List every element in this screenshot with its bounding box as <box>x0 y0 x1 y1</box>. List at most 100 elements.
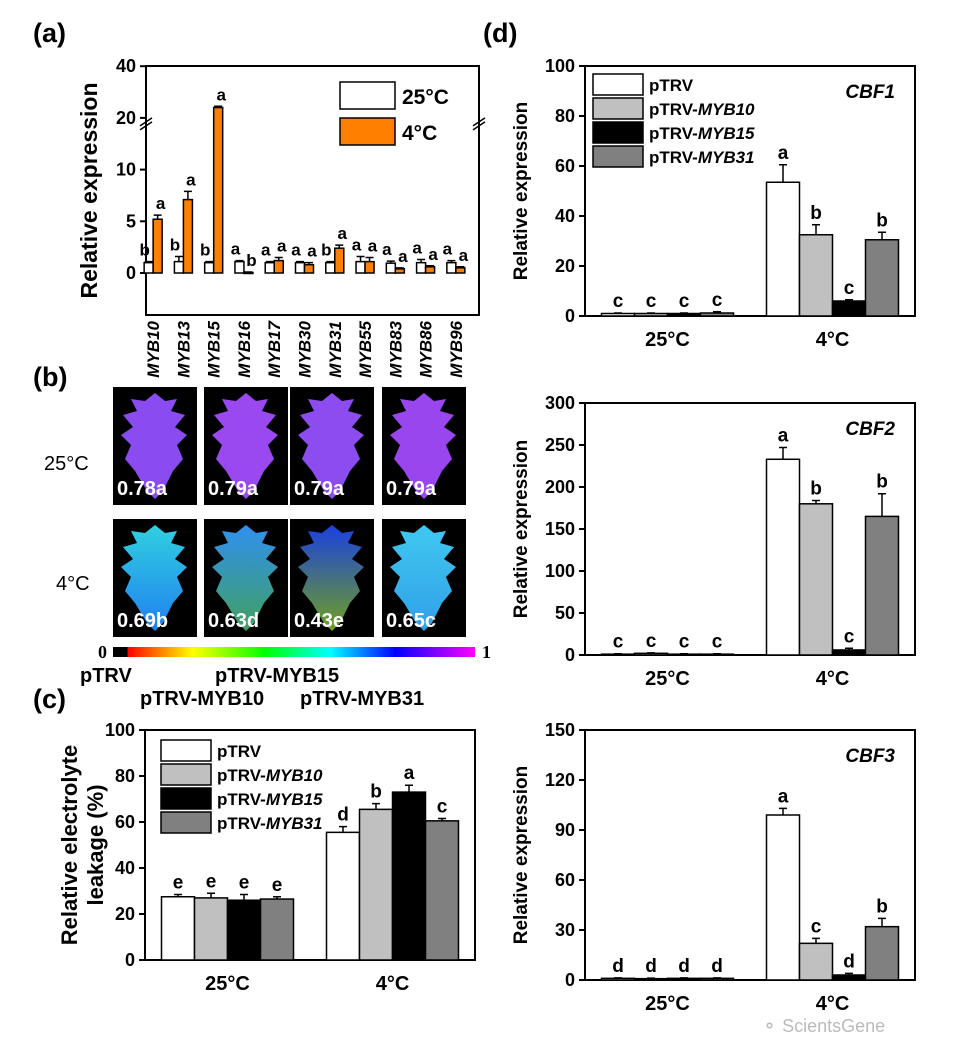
plot-frame <box>584 729 916 981</box>
bar <box>864 239 900 317</box>
error-bar <box>647 312 655 314</box>
significance-letter: b <box>876 896 888 917</box>
significance-letter: a <box>156 194 166 213</box>
x-tick-label: MYB10 <box>144 320 163 377</box>
fv-fm-value: 0.63d <box>208 610 260 632</box>
y-axis-label: Relative expression <box>511 102 532 280</box>
significance-letter: a <box>277 236 287 255</box>
error-bar <box>845 972 853 975</box>
error-bar <box>356 255 365 262</box>
x-tick-label: 4°C <box>816 993 850 1015</box>
panel-label-c: (c) <box>33 684 66 714</box>
bar <box>633 312 669 317</box>
y-tick-label: 60 <box>115 812 135 832</box>
fv-fm-value: 0.65c <box>386 610 437 632</box>
leaf-image: 0.79a <box>382 387 466 505</box>
legend-label: 25°C <box>402 86 449 109</box>
bar <box>334 247 345 274</box>
bar <box>765 458 801 656</box>
significance-letter: a <box>404 763 415 784</box>
significance-letter: a <box>338 224 348 243</box>
error-bar <box>878 231 886 240</box>
legend-gene: MYB15 <box>266 790 323 809</box>
significance-letter: c <box>613 291 624 312</box>
significance-letter: d <box>337 805 349 826</box>
bar <box>666 312 702 317</box>
x-tick-label: MYB17 <box>265 319 284 377</box>
y-tick-label: 30 <box>555 920 575 940</box>
error-bar <box>365 256 374 262</box>
error-bar <box>339 825 347 833</box>
error-bar <box>614 977 622 979</box>
y-tick-label: 120 <box>545 770 575 790</box>
bar <box>152 218 163 274</box>
error-bar <box>614 312 622 314</box>
significance-letter: d <box>711 956 723 977</box>
significance-letter: a <box>443 240 453 259</box>
error-bar <box>265 260 274 263</box>
y-tick-label: 40 <box>115 858 135 878</box>
legend-label: pTRV-MYB15 <box>649 124 755 143</box>
legend-swatch <box>160 763 212 786</box>
bar <box>798 942 834 981</box>
significance-letter: d <box>843 951 855 972</box>
scale-max-label: 1 <box>482 642 491 662</box>
error-bar <box>447 259 456 263</box>
significance-letter: d <box>612 956 624 977</box>
significance-letter: a <box>382 240 392 259</box>
axis-break-mark <box>472 117 486 131</box>
y-tick-label: 20 <box>115 904 135 924</box>
bar <box>385 262 397 274</box>
significance-letter: a <box>368 236 378 255</box>
error-bar <box>153 214 162 220</box>
x-tick-label: 25°C <box>645 329 690 351</box>
x-tick-label: 4°C <box>816 329 850 351</box>
significance-letter: c <box>712 632 723 653</box>
y-tick-label: 0 <box>565 970 575 990</box>
y-tick-label: 0 <box>565 645 575 665</box>
plot-frame <box>584 65 916 317</box>
leaf-shape <box>390 525 456 631</box>
significance-letter: a <box>291 241 301 260</box>
legend-swatch <box>592 97 644 120</box>
leaf-shape <box>298 525 364 631</box>
fv-fm-value: 0.78a <box>117 478 168 500</box>
significance-letter: b <box>200 241 210 260</box>
error-bar <box>335 244 344 249</box>
error-bar <box>878 917 886 927</box>
x-tick-label: MYB83 <box>386 320 405 377</box>
leaf-shape <box>212 393 278 499</box>
y-axis-label: Relative electrolyte <box>57 745 82 946</box>
bar <box>364 260 375 274</box>
significance-letter: c <box>844 626 855 647</box>
leaf-image: 0.78a <box>113 387 197 505</box>
y-tick-label: 40 <box>116 56 136 76</box>
error-bar <box>235 259 244 262</box>
fv-fm-value: 0.79a <box>386 478 437 500</box>
fv-fm-value: 0.79a <box>294 478 345 500</box>
y-tick-label: 60 <box>555 870 575 890</box>
error-bar <box>405 784 413 793</box>
fv-fm-value: 0.43e <box>294 610 345 632</box>
significance-letter: b <box>876 472 888 493</box>
x-tick-label: MYB13 <box>174 320 193 377</box>
row-label-4c: 4°C <box>56 573 90 595</box>
significance-letter: c <box>679 632 690 653</box>
error-bar <box>244 271 253 273</box>
error-bar <box>207 892 215 898</box>
significance-letter: c <box>613 632 624 653</box>
legend-label: pTRV-MYB10 <box>649 100 755 119</box>
significance-letter: e <box>272 875 283 896</box>
significance-letter: c <box>646 631 657 652</box>
error-bar <box>305 261 313 265</box>
bar <box>234 260 245 274</box>
bar <box>273 259 284 274</box>
genotype-label: pTRV <box>80 665 132 687</box>
y-tick-label: 0 <box>125 950 135 970</box>
error-bar <box>174 255 183 262</box>
error-bar <box>174 893 182 897</box>
genotype-label: pTRV-MYB31 <box>300 688 425 710</box>
fv-fm-value: 0.79a <box>208 478 259 500</box>
significance-letter: a <box>231 240 241 259</box>
